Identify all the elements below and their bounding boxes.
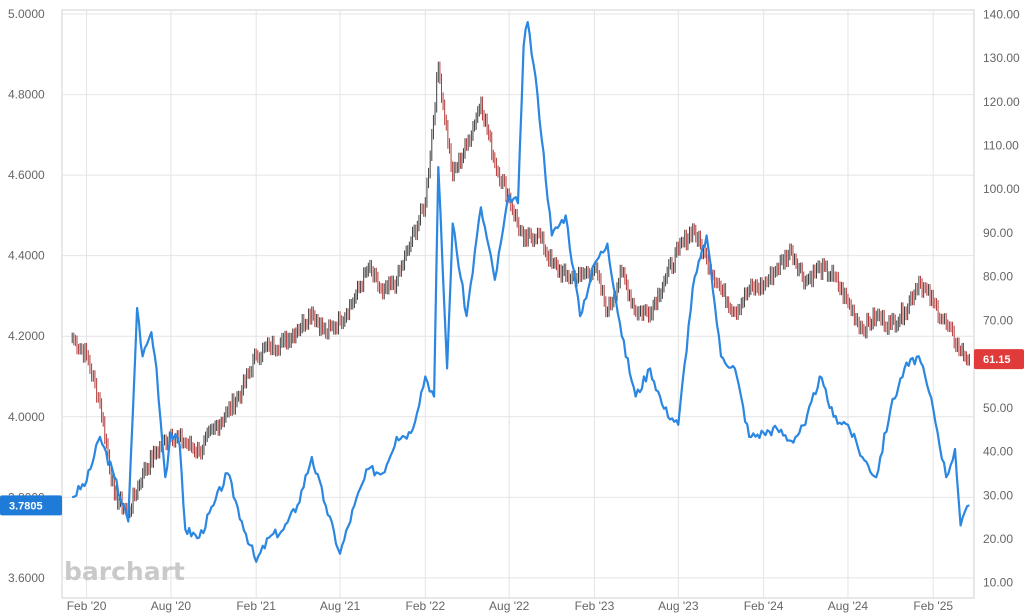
x-tick-label: Aug '20 bbox=[151, 599, 192, 613]
left-last-value-label: 3.7805 bbox=[9, 500, 43, 512]
right-tick-label: 70.00 bbox=[983, 313, 1013, 327]
right-tick-label: 50.00 bbox=[983, 401, 1013, 415]
right-tick-label: 140.00 bbox=[983, 7, 1020, 21]
x-axis: Feb '20 Aug '20 Feb '21 Aug '21 Feb '22 Aug '… bbox=[67, 599, 954, 613]
right-tick-label: 110.00 bbox=[983, 139, 1019, 153]
x-tick-label: Feb '24 bbox=[744, 599, 784, 613]
left-tick-label: 4.0000 bbox=[8, 410, 45, 424]
right-last-value-badge: 61.15 bbox=[974, 349, 1024, 370]
right-tick-label: 100.00 bbox=[983, 182, 1020, 196]
right-tick-label: 40.00 bbox=[983, 445, 1013, 459]
left-tick-label: 4.6000 bbox=[8, 168, 45, 182]
right-tick-label: 30.00 bbox=[983, 488, 1013, 502]
right-tick-label: 10.00 bbox=[983, 576, 1013, 590]
grid-lines bbox=[61, 9, 975, 599]
line-path bbox=[71, 21, 970, 563]
right-tick-label: 20.00 bbox=[983, 532, 1013, 546]
line-series bbox=[71, 21, 970, 563]
left-tick-label: 4.8000 bbox=[8, 88, 45, 102]
barchart-watermark: barchart bbox=[64, 557, 185, 586]
x-tick-label: Feb '23 bbox=[575, 599, 615, 613]
x-tick-label: Aug '24 bbox=[828, 599, 869, 613]
right-tick-label: 90.00 bbox=[983, 226, 1013, 240]
x-tick-label: Feb '21 bbox=[236, 599, 276, 613]
x-tick-label: Feb '22 bbox=[405, 599, 445, 613]
ohlc-series bbox=[71, 61, 970, 518]
x-tick-label: Feb '20 bbox=[67, 599, 107, 613]
x-tick-label: Aug '21 bbox=[320, 599, 361, 613]
left-tick-label: 4.2000 bbox=[8, 329, 45, 343]
plot-border bbox=[61, 9, 975, 599]
right-last-value-label: 61.15 bbox=[983, 354, 1011, 366]
left-tick-label: 4.4000 bbox=[8, 249, 45, 263]
right-tick-label: 120.00 bbox=[983, 95, 1020, 109]
x-tick-label: Aug '23 bbox=[658, 599, 699, 613]
right-tick-label: 130.00 bbox=[983, 51, 1020, 65]
right-axis: 10.0020.0030.0040.0050.0060.0070.0080.00… bbox=[983, 7, 1020, 589]
left-tick-label: 3.6000 bbox=[8, 571, 45, 585]
left-last-value-badge: 3.7805 bbox=[0, 495, 62, 516]
left-tick-label: 5.0000 bbox=[8, 7, 45, 21]
x-tick-label: Feb '25 bbox=[913, 599, 953, 613]
right-tick-label: 80.00 bbox=[983, 270, 1013, 284]
x-tick-label: Aug '22 bbox=[489, 599, 530, 613]
